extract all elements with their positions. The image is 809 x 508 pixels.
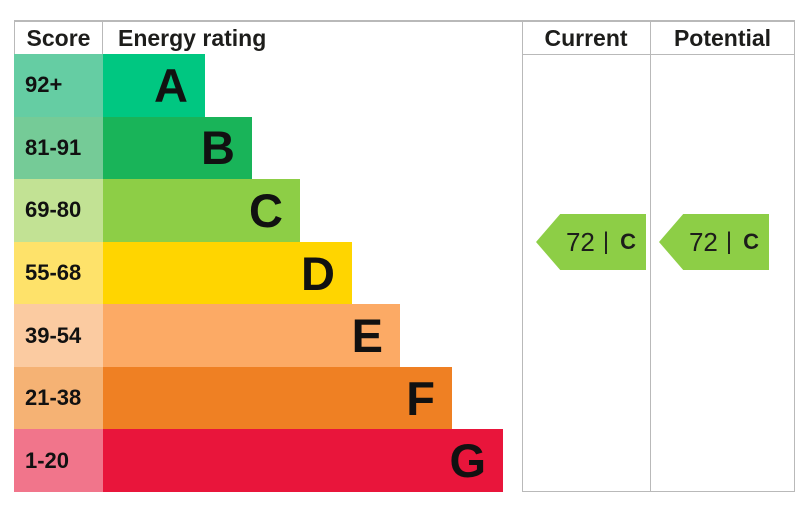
table-header: Score Energy rating Current Potential — [14, 22, 795, 54]
rating-bands: 92+ A 81-91 B 69-80 C 55-68 D 39-54 E 21… — [14, 54, 522, 493]
arrow-divider: | — [602, 228, 610, 255]
potential-rating-arrow: 72 | C — [659, 214, 769, 270]
band-letter: E — [351, 309, 383, 363]
rating-bar-b: B — [103, 116, 252, 180]
current-rating-value: 72 — [565, 226, 595, 257]
header-divider — [523, 54, 650, 55]
arrow-divider: | — [725, 228, 733, 255]
band-row-c: 69-80 C — [14, 179, 522, 242]
current-column: 72 | C — [522, 20, 650, 492]
current-rating-letter: C — [620, 229, 637, 254]
potential-rating-value: 72 — [688, 226, 718, 257]
score-range: 39-54 — [14, 304, 103, 367]
score-range: 1-20 — [14, 429, 103, 493]
band-row-b: 81-91 B — [14, 116, 522, 180]
score-range: 92+ — [14, 54, 103, 117]
rating-bar-g: G — [103, 429, 503, 493]
band-letter: A — [154, 58, 188, 112]
current-rating-arrow: 72 | C — [536, 214, 646, 270]
rating-bar-e: E — [103, 304, 400, 367]
band-letter: D — [301, 246, 335, 300]
band-letter: G — [449, 434, 486, 488]
score-range: 21-38 — [14, 366, 103, 430]
epc-chart: Score Energy rating Current Potential 92… — [14, 20, 795, 493]
score-column-header: Score — [14, 22, 103, 54]
rating-bar-d: D — [103, 241, 352, 305]
band-letter: F — [406, 371, 435, 425]
potential-column: 72 | C — [650, 20, 795, 492]
rating-bar-a: A — [103, 54, 205, 117]
current-column-header: Current — [544, 24, 628, 51]
rating-bar-c: C — [103, 179, 300, 242]
band-row-d: 55-68 D — [14, 241, 522, 305]
potential-rating-letter: C — [743, 229, 760, 254]
score-range: 81-91 — [14, 116, 103, 180]
energy-rating-column-header: Energy rating — [118, 24, 267, 51]
score-range: 69-80 — [14, 179, 103, 242]
band-row-e: 39-54 E — [14, 304, 522, 367]
chart-body: 92+ A 81-91 B 69-80 C 55-68 D 39-54 E 21… — [14, 20, 795, 493]
band-row-f: 21-38 F — [14, 366, 522, 430]
header-divider — [651, 54, 794, 55]
potential-column-header: Potential — [673, 24, 772, 51]
band-row-a: 92+ A — [14, 54, 522, 117]
band-row-g: 1-20 G — [14, 429, 522, 493]
band-letter: C — [249, 183, 283, 237]
rating-bar-f: F — [103, 366, 452, 430]
band-letter: B — [201, 121, 235, 175]
score-range: 55-68 — [14, 241, 103, 305]
